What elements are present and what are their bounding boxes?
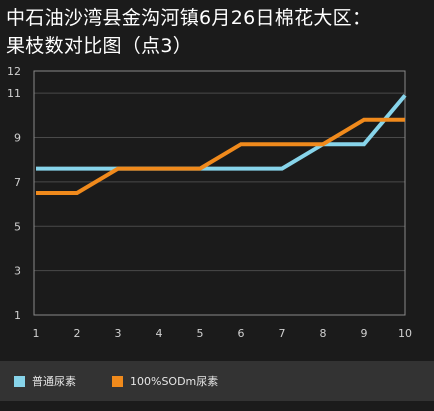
y-tick-label-1: 1 (14, 309, 21, 322)
legend-item-1: 普通尿素 (14, 374, 76, 388)
y-tick-label-12: 12 (7, 65, 21, 78)
x-tick-label-4: 4 (156, 327, 163, 340)
x-tick-label-2: 2 (74, 327, 81, 340)
x-tick-label-3: 3 (115, 327, 122, 340)
legend: 普通尿素 100%SODm尿素 (0, 361, 434, 401)
y-axis-ticks: 1 3 5 7 9 11 12 (7, 65, 21, 322)
chart-title: 中石油沙湾县金沟河镇6月26日棉花大区： 果枝数对比图（点3） (6, 7, 372, 57)
legend-label-2: 100%SODm尿素 (130, 375, 219, 388)
y-tick-label-3: 3 (14, 265, 21, 278)
grid-lines (34, 92, 405, 272)
x-axis-ticks: 1 2 3 4 5 6 7 8 9 10 (33, 327, 413, 340)
x-tick-label-7: 7 (279, 327, 286, 340)
series-line-2 (36, 117, 405, 195)
legend-label-1: 普通尿素 (32, 375, 76, 388)
series-line-1 (36, 94, 407, 171)
x-tick-label-5: 5 (197, 327, 204, 340)
legend-swatch-2 (112, 375, 123, 387)
plot-area (33, 70, 406, 316)
y-tick-label-5: 5 (14, 220, 21, 233)
legend-item-2: 100%SODm尿素 (112, 374, 218, 388)
series-lines (36, 94, 407, 195)
x-tick-label-1: 1 (33, 327, 40, 340)
y-tick-label-9: 9 (14, 132, 21, 145)
x-tick-label-10: 10 (398, 327, 412, 340)
y-tick-label-7: 7 (14, 176, 21, 189)
y-tick-label-11: 11 (7, 87, 21, 100)
x-tick-label-9: 9 (361, 327, 368, 340)
x-tick-label-8: 8 (320, 327, 327, 340)
legend-swatch-1 (14, 375, 25, 387)
x-tick-label-6: 6 (238, 327, 245, 340)
